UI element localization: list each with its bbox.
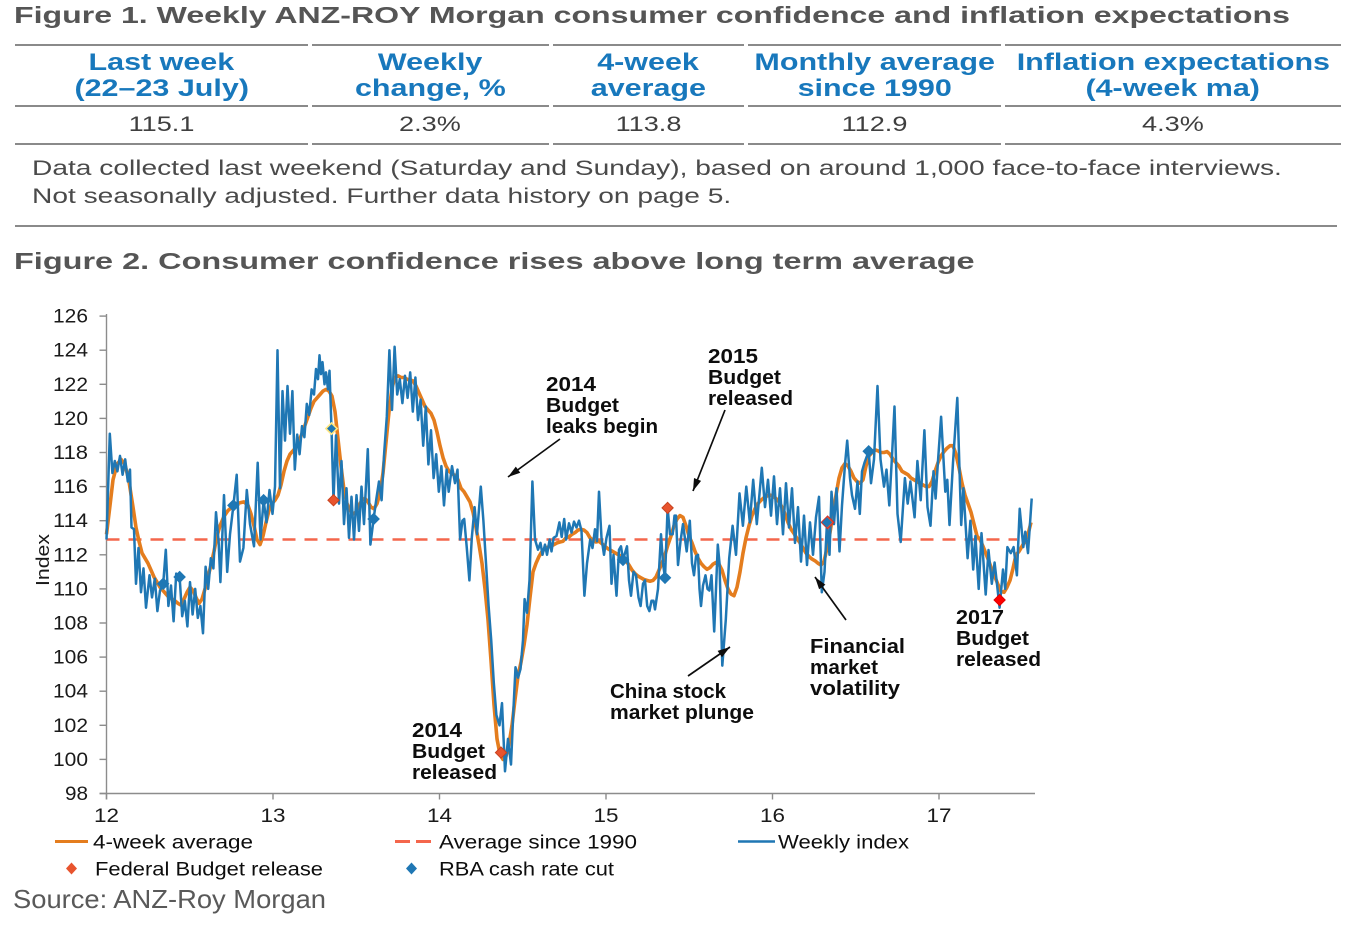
svg-text:14: 14 [427, 806, 453, 827]
svg-text:106: 106 [53, 648, 88, 669]
svg-text:17: 17 [927, 806, 952, 827]
svg-text:110: 110 [53, 579, 88, 600]
svg-text:104: 104 [53, 682, 88, 703]
svg-text:China stock: China stock [610, 681, 727, 703]
svg-text:15: 15 [594, 806, 619, 827]
svg-text:2014: 2014 [546, 374, 597, 396]
svg-text:Financial: Financial [810, 636, 905, 658]
svg-text:market plunge: market plunge [610, 702, 754, 724]
svg-text:2014: 2014 [412, 720, 463, 742]
svg-text:108: 108 [53, 614, 88, 635]
svg-text:112: 112 [53, 545, 88, 566]
svg-text:13: 13 [261, 806, 286, 827]
svg-text:volatility: volatility [810, 678, 901, 700]
svg-text:120: 120 [53, 409, 88, 430]
svg-text:124: 124 [53, 341, 88, 362]
svg-text:12: 12 [94, 806, 119, 827]
svg-text:leaks begin: leaks begin [546, 416, 658, 438]
svg-text:Budget: Budget [412, 741, 485, 763]
svg-text:Budget: Budget [546, 395, 619, 417]
svg-text:2015: 2015 [708, 346, 758, 368]
svg-text:118: 118 [53, 443, 88, 464]
svg-text:16: 16 [760, 806, 785, 827]
svg-text:RBA cash rate cut: RBA cash rate cut [439, 860, 615, 881]
svg-text:Budget: Budget [956, 628, 1029, 650]
svg-text:Federal Budget release: Federal Budget release [95, 860, 323, 881]
svg-text:Budget: Budget [708, 367, 781, 389]
svg-text:Index: Index [33, 534, 53, 586]
svg-text:102: 102 [53, 716, 88, 737]
svg-text:Source: ANZ-Roy Morgan: Source: ANZ-Roy Morgan [13, 884, 326, 914]
svg-text:4-week average: 4-week average [93, 833, 253, 854]
svg-text:released: released [708, 388, 793, 410]
svg-text:116: 116 [53, 477, 88, 498]
svg-text:100: 100 [53, 750, 88, 771]
svg-text:126: 126 [53, 307, 88, 328]
svg-text:98: 98 [65, 784, 88, 805]
svg-text:released: released [956, 649, 1041, 671]
svg-text:Weekly index: Weekly index [778, 833, 910, 854]
svg-text:122: 122 [53, 375, 88, 396]
svg-text:2017: 2017 [956, 607, 1004, 629]
svg-text:114: 114 [53, 511, 88, 532]
svg-text:Average since 1990: Average since 1990 [439, 833, 637, 854]
svg-text:market: market [810, 657, 878, 679]
svg-text:released: released [412, 762, 497, 784]
